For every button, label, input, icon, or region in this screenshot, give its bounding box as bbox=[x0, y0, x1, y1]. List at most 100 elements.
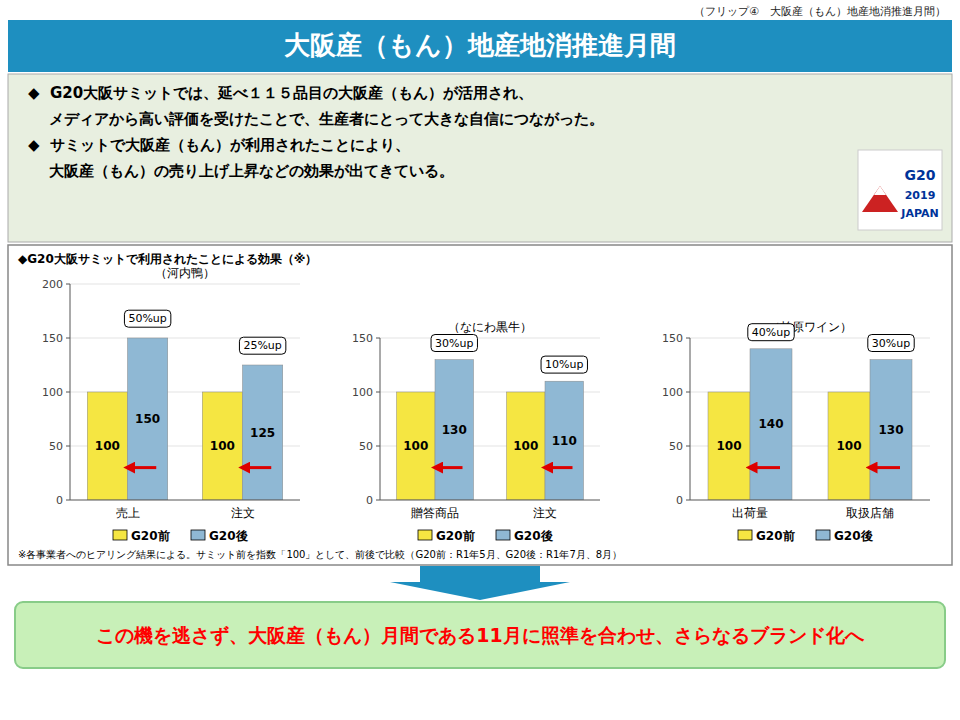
x-tick-label: 売上 bbox=[116, 506, 140, 520]
x-tick-label: 取扱店舗 bbox=[846, 506, 894, 520]
footnote: ※各事業者へのヒアリング結果による。サミット前を指数「100」として、前後で比較… bbox=[18, 549, 622, 560]
x-axis bbox=[690, 500, 930, 501]
callout: 25%up bbox=[239, 337, 285, 354]
data-label: 100 bbox=[403, 439, 428, 453]
legend-label: G20前 bbox=[131, 529, 170, 543]
title-bar bbox=[8, 20, 952, 72]
callout-text: 40%up bbox=[752, 326, 790, 339]
y-tick-label: 0 bbox=[56, 494, 63, 507]
plot-area bbox=[397, 360, 584, 500]
bar bbox=[708, 392, 750, 500]
legend-label: G20前 bbox=[436, 529, 475, 543]
y-tick-label: 50 bbox=[359, 440, 373, 453]
y-tick-label: 150 bbox=[662, 332, 683, 345]
legend-label: G20後 bbox=[834, 529, 873, 543]
callout-text: 50%up bbox=[128, 312, 166, 325]
grid-line bbox=[70, 284, 300, 285]
chart-title: （なにわ黒牛） bbox=[448, 320, 532, 334]
bar bbox=[202, 392, 242, 500]
y-tick-label: 0 bbox=[676, 494, 683, 507]
y-tick bbox=[66, 338, 70, 339]
y-tick-label: 0 bbox=[366, 494, 373, 507]
logo-text: 2019 bbox=[905, 189, 936, 202]
bar bbox=[435, 360, 474, 500]
labels: 10015050%up10012525%up bbox=[95, 310, 286, 467]
y-tick bbox=[66, 500, 70, 501]
page: （フリップ④ 大阪産（もん）地産地消推進月間） 大阪産（もん）地産地消推進月間 ◆ … bbox=[0, 0, 960, 720]
data-label: 150 bbox=[135, 412, 160, 426]
bar bbox=[128, 338, 168, 500]
y-tick bbox=[686, 338, 690, 339]
callout: 50%up bbox=[124, 310, 170, 327]
arrow bbox=[243, 466, 272, 469]
logo-text: JAPAN bbox=[900, 207, 938, 220]
data-label: 110 bbox=[552, 434, 577, 448]
callout: 30%up bbox=[868, 335, 914, 352]
arrow bbox=[870, 466, 900, 469]
legend-swatch bbox=[738, 530, 752, 540]
y-tick-label: 150 bbox=[42, 332, 63, 345]
logo-box bbox=[858, 150, 942, 230]
y-axis bbox=[690, 338, 691, 500]
data-label: 130 bbox=[878, 423, 903, 437]
chart-title: （河内鴨） bbox=[155, 266, 215, 280]
bullet-box bbox=[8, 74, 952, 242]
callout-box bbox=[868, 335, 914, 352]
bullet: ◆ サミットで大阪産（もん）が利用されたことにより、 bbox=[28, 136, 410, 154]
y-tick-label: 100 bbox=[352, 386, 373, 399]
bar bbox=[870, 360, 912, 500]
plot-area bbox=[87, 338, 283, 500]
header: （フリップ④ 大阪産（もん）地産地消推進月間） bbox=[694, 5, 946, 18]
chevron bbox=[390, 566, 570, 600]
data-label: 100 bbox=[836, 439, 861, 453]
y-tick bbox=[686, 500, 690, 501]
legend-swatch bbox=[496, 530, 510, 540]
y-tick bbox=[686, 446, 690, 447]
labels: 10013030%up10011010%up bbox=[403, 335, 587, 468]
title: 大阪産（もん）地産地消推進月間 bbox=[284, 30, 676, 60]
y-tick bbox=[66, 284, 70, 285]
y-tick-label: 50 bbox=[669, 440, 683, 453]
y-axis bbox=[70, 284, 71, 500]
bar bbox=[243, 365, 283, 500]
bar bbox=[545, 381, 584, 500]
data-label: 100 bbox=[95, 439, 120, 453]
legend-label: G20後 bbox=[514, 529, 553, 543]
y-tick-label: 50 bbox=[49, 440, 63, 453]
bar bbox=[750, 349, 792, 500]
plot-area bbox=[708, 349, 912, 500]
x-tick-label: 注文 bbox=[533, 506, 557, 520]
x-tick-label: 出荷量 bbox=[732, 506, 768, 520]
x-tick-label: 注文 bbox=[231, 506, 255, 520]
grid-line bbox=[380, 338, 600, 339]
bar bbox=[397, 392, 436, 500]
callout-box bbox=[748, 324, 794, 341]
callout-box bbox=[541, 356, 587, 373]
bullet: ◆ G20大阪サミットでは、延べ１１５品目の大阪産（もん）が活用され、 bbox=[28, 84, 533, 102]
y-tick bbox=[376, 338, 380, 339]
legend-swatch bbox=[191, 530, 205, 540]
callout-text: 30%up bbox=[435, 337, 473, 350]
x-axis bbox=[380, 500, 600, 501]
bar bbox=[507, 392, 546, 500]
x-tick-label: 贈答商品 bbox=[411, 506, 459, 520]
legend-swatch bbox=[113, 530, 127, 540]
data-label: 140 bbox=[758, 417, 783, 431]
y-tick-label: 200 bbox=[42, 278, 63, 291]
y-tick-label: 100 bbox=[42, 386, 63, 399]
callout-box bbox=[239, 337, 285, 354]
data-label: 100 bbox=[210, 439, 235, 453]
y-tick-label: 150 bbox=[352, 332, 373, 345]
bar-chart: （なにわ黒牛）05010015010013030%up10011010%up贈答… bbox=[352, 320, 600, 543]
y-tick bbox=[376, 500, 380, 501]
callout-text: 25%up bbox=[243, 339, 281, 352]
callout: 30%up bbox=[431, 335, 477, 352]
bottom-box bbox=[15, 602, 945, 668]
bullet: メディアから高い評価を受けたことで、生産者にとって大きな自信につながった。 bbox=[28, 110, 604, 128]
y-tick-label: 100 bbox=[662, 386, 683, 399]
y-tick bbox=[376, 392, 380, 393]
arrow bbox=[128, 466, 157, 469]
legend-label: G20後 bbox=[209, 529, 248, 543]
x-axis bbox=[70, 500, 300, 501]
labels: 10014040%up10013030%up bbox=[716, 324, 914, 468]
